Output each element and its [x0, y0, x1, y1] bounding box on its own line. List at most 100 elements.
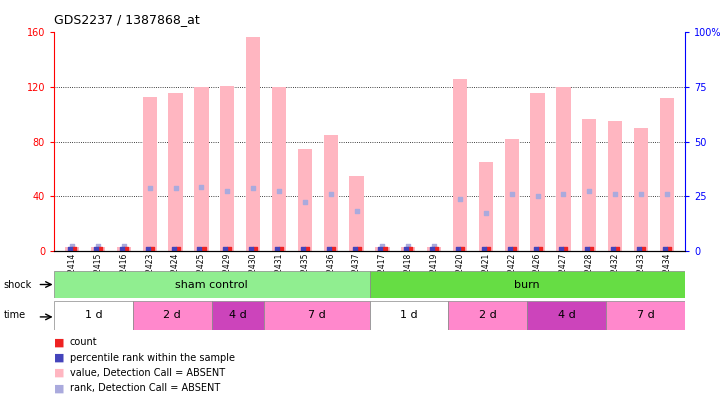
- Point: [635, 190, 647, 197]
- Point: [556, 246, 567, 252]
- Point: [637, 246, 649, 252]
- Bar: [453, 79, 467, 251]
- Point: [198, 246, 209, 252]
- Text: ■: ■: [54, 337, 65, 347]
- Bar: [117, 247, 131, 251]
- Bar: [298, 149, 312, 251]
- Point: [118, 242, 130, 249]
- Point: [194, 246, 205, 252]
- Point: [195, 183, 207, 190]
- Text: 2 d: 2 d: [479, 311, 497, 320]
- Bar: [195, 87, 208, 251]
- Text: 4 d: 4 d: [558, 311, 575, 320]
- Bar: [246, 36, 260, 251]
- Point: [376, 242, 388, 249]
- Point: [273, 188, 285, 194]
- Point: [247, 185, 259, 192]
- Bar: [448, 301, 527, 330]
- Bar: [479, 162, 493, 251]
- Point: [116, 246, 128, 252]
- Text: value, Detection Call = ABSENT: value, Detection Call = ABSENT: [70, 368, 225, 378]
- Bar: [606, 301, 685, 330]
- Point: [353, 246, 364, 252]
- Point: [249, 246, 261, 252]
- Bar: [143, 97, 157, 251]
- Text: count: count: [70, 337, 97, 347]
- Bar: [369, 301, 448, 330]
- Text: rank, Detection Call = ABSENT: rank, Detection Call = ABSENT: [70, 384, 220, 393]
- Text: 1 d: 1 d: [400, 311, 417, 320]
- Bar: [505, 139, 519, 251]
- Point: [430, 246, 442, 252]
- Point: [478, 246, 490, 252]
- Point: [299, 198, 311, 205]
- Point: [559, 246, 571, 252]
- Text: percentile rank within the sample: percentile rank within the sample: [70, 353, 235, 362]
- Point: [609, 190, 621, 197]
- Point: [94, 246, 106, 252]
- Bar: [220, 86, 234, 251]
- Text: ■: ■: [54, 384, 65, 393]
- Point: [351, 208, 363, 215]
- Text: ■: ■: [54, 368, 65, 378]
- Point: [144, 185, 156, 192]
- Text: GDS2237 / 1387868_at: GDS2237 / 1387868_at: [54, 13, 200, 26]
- Text: time: time: [4, 311, 26, 320]
- Point: [504, 246, 516, 252]
- Point: [172, 246, 183, 252]
- Bar: [531, 92, 544, 251]
- Bar: [272, 87, 286, 251]
- Bar: [582, 119, 596, 251]
- Point: [557, 190, 569, 197]
- Point: [297, 246, 309, 252]
- Text: 7 d: 7 d: [637, 311, 655, 320]
- Point: [245, 246, 257, 252]
- Point: [454, 196, 466, 202]
- Point: [581, 246, 593, 252]
- Point: [375, 246, 386, 252]
- Bar: [608, 121, 622, 251]
- Point: [532, 193, 544, 200]
- Text: 4 d: 4 d: [229, 311, 247, 320]
- Point: [506, 190, 518, 197]
- Point: [271, 246, 283, 252]
- Point: [379, 246, 390, 252]
- Point: [327, 246, 339, 252]
- Text: ■: ■: [54, 353, 65, 362]
- Point: [663, 246, 675, 252]
- Text: burn: burn: [514, 279, 540, 290]
- Point: [170, 185, 182, 192]
- Point: [611, 246, 623, 252]
- Bar: [557, 87, 570, 251]
- Bar: [427, 247, 441, 251]
- Point: [68, 246, 80, 252]
- Point: [142, 246, 154, 252]
- Point: [452, 246, 464, 252]
- Bar: [212, 301, 265, 330]
- Point: [404, 246, 416, 252]
- Point: [66, 242, 78, 249]
- Point: [325, 190, 337, 197]
- Text: shock: shock: [4, 280, 32, 290]
- Point: [530, 246, 541, 252]
- Point: [146, 246, 158, 252]
- Bar: [376, 247, 389, 251]
- Point: [275, 246, 287, 252]
- Point: [349, 246, 360, 252]
- Point: [426, 246, 438, 252]
- Point: [224, 246, 235, 252]
- Point: [633, 246, 645, 252]
- Point: [659, 246, 671, 252]
- Point: [219, 246, 231, 252]
- Text: sham control: sham control: [175, 279, 248, 290]
- Bar: [54, 271, 369, 298]
- Bar: [369, 271, 685, 298]
- Point: [168, 246, 180, 252]
- Point: [428, 242, 440, 249]
- Point: [456, 246, 468, 252]
- Bar: [91, 247, 105, 251]
- Text: 7 d: 7 d: [308, 311, 326, 320]
- Bar: [169, 92, 182, 251]
- Point: [64, 246, 76, 252]
- Text: 1 d: 1 d: [84, 311, 102, 320]
